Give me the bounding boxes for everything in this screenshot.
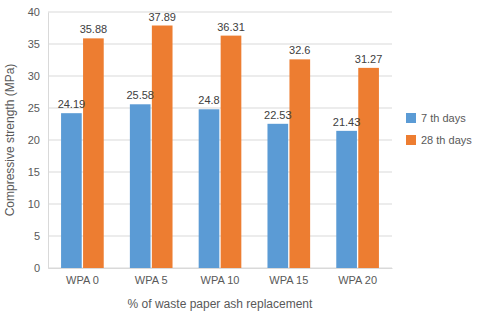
data-label: 25.58 [126, 89, 154, 101]
x-tick: WPA 15 [269, 268, 308, 286]
bar [152, 26, 173, 268]
grid [48, 12, 392, 268]
x-tick: WPA 10 [201, 268, 240, 286]
legend-label: 7 th days [421, 112, 466, 124]
legend: 7 th days 28 th days [406, 112, 472, 146]
y-axis: 0 5 10 15 20 25 30 35 40 [28, 6, 49, 274]
y-tick-label: 10 [28, 198, 40, 210]
y-tick-label: 35 [28, 38, 40, 50]
y-tick: 35 [28, 38, 48, 50]
data-labels: 24.19 25.58 24.8 22.53 21.43 35.88 37.89 36.31 3… [58, 11, 383, 128]
data-label: 31.27 [355, 53, 383, 65]
data-label: 37.89 [148, 11, 176, 23]
y-tick-label: 5 [34, 230, 40, 242]
legend-swatch [406, 135, 416, 145]
bar [289, 59, 310, 268]
bar [336, 131, 357, 268]
data-label: 21.43 [333, 116, 361, 128]
y-axis-line [48, 13, 49, 269]
bar [130, 104, 151, 268]
y-tick: 30 [28, 70, 48, 82]
y-tick-label: 0 [34, 262, 40, 274]
x-tick-label: WPA 20 [338, 274, 377, 286]
y-tick-label: 40 [28, 6, 40, 18]
x-tick: WPA 20 [338, 268, 377, 286]
y-tick: 15 [28, 166, 48, 178]
y-tick-label: 20 [28, 134, 40, 146]
legend-item: 28 th days [406, 134, 472, 146]
legend-label: 28 th days [421, 134, 472, 146]
bar [221, 36, 242, 268]
data-label: 24.19 [58, 98, 86, 110]
x-tick-label: WPA 5 [135, 274, 168, 286]
bar [83, 38, 104, 268]
y-tick-label: 30 [28, 70, 40, 82]
data-label: 32.6 [289, 44, 310, 56]
x-tick-label: WPA 10 [201, 274, 240, 286]
bar [358, 68, 379, 268]
y-axis-title: Compressive strength (MPa) [3, 64, 17, 217]
bars [61, 26, 379, 268]
legend-swatch [406, 113, 416, 123]
x-tick-label: WPA 0 [66, 274, 99, 286]
grid-line [48, 12, 392, 13]
y-tick-label: 15 [28, 166, 40, 178]
y-tick: 10 [28, 198, 48, 210]
data-label: 22.53 [264, 109, 292, 121]
x-axis: WPA 0 WPA 5 WPA 10 WPA 15 WPA 20 [49, 268, 393, 286]
y-tick-label: 25 [28, 102, 40, 114]
x-axis-title: % of waste paper ash replacement [128, 297, 313, 311]
chart: 0510152025303540WPA 0WPA 5WPA 10WPA 15WP… [0, 0, 500, 318]
x-tick: WPA 5 [135, 268, 168, 286]
y-tick: 0 [34, 262, 48, 274]
bar [199, 109, 220, 268]
bar [61, 113, 82, 268]
x-tick: WPA 0 [66, 268, 99, 286]
data-label: 35.88 [80, 23, 108, 35]
plot: 0510152025303540WPA 0WPA 5WPA 10WPA 15WP… [28, 6, 393, 286]
y-tick: 25 [28, 102, 48, 114]
y-tick: 20 [28, 134, 48, 146]
x-axis-line [49, 268, 393, 269]
y-tick: 40 [28, 6, 48, 18]
data-label: 24.8 [198, 94, 219, 106]
x-tick-label: WPA 15 [269, 274, 308, 286]
legend-item: 7 th days [406, 112, 466, 124]
y-tick: 5 [34, 230, 48, 242]
bar [267, 124, 288, 268]
data-label: 36.31 [217, 21, 245, 33]
